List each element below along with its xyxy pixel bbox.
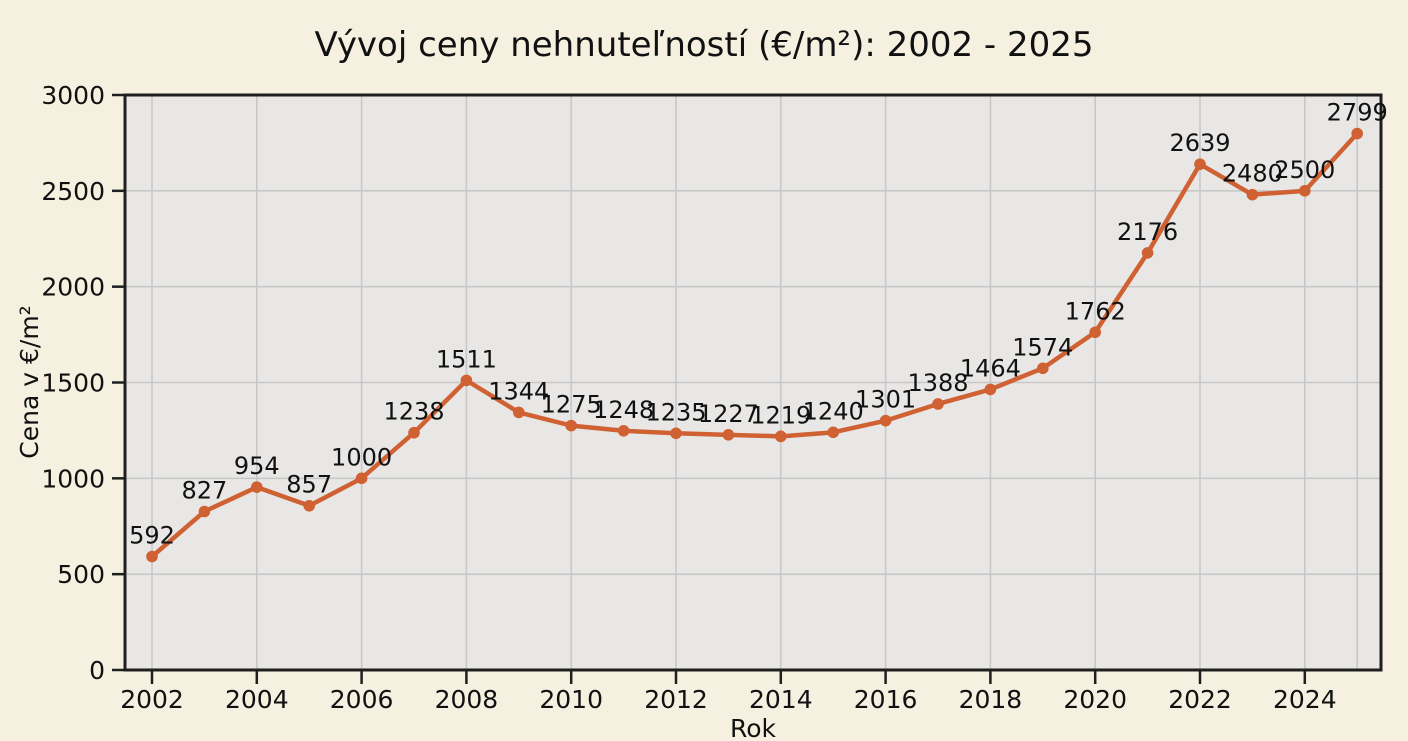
data-point-marker: [1351, 127, 1363, 140]
x-tick-label: 2020: [1063, 685, 1127, 714]
data-point-label: 1344: [488, 377, 549, 405]
data-point-label: 1301: [855, 386, 916, 414]
x-tick-label: 2006: [330, 685, 394, 714]
x-tick-label: 2022: [1168, 685, 1232, 714]
data-point-label: 2500: [1274, 156, 1335, 184]
data-point-label: 1388: [907, 369, 968, 397]
data-point-marker: [1037, 362, 1049, 375]
x-tick-label: 2024: [1273, 685, 1337, 714]
data-point-marker: [1089, 326, 1101, 339]
data-point-marker: [565, 419, 577, 432]
data-point-marker: [1194, 158, 1206, 170]
data-point-marker: [146, 550, 158, 563]
y-tick-label: 0: [89, 656, 105, 685]
y-tick-label: 2500: [41, 177, 105, 206]
data-point-marker: [355, 472, 368, 485]
data-point-label: 857: [286, 471, 332, 499]
data-point-label: 1762: [1065, 297, 1126, 325]
data-point-label: 1275: [541, 391, 602, 419]
x-tick-label: 2010: [539, 685, 603, 714]
data-point-label: 592: [129, 522, 175, 550]
data-point-label: 1464: [960, 354, 1021, 382]
data-point-label: 1238: [383, 398, 444, 426]
x-tick-label: 2012: [644, 685, 708, 714]
y-axis-label: Cena v €/m²: [15, 305, 44, 458]
data-point-marker: [303, 499, 316, 512]
data-point-marker: [827, 426, 839, 439]
data-point-marker: [1299, 185, 1311, 197]
data-point-label: 827: [181, 476, 227, 504]
data-point-marker: [932, 398, 944, 410]
x-axis-label: Rok: [730, 714, 777, 741]
data-point-marker: [198, 505, 211, 518]
y-tick-label: 1500: [41, 369, 105, 398]
data-point-label: 2176: [1117, 218, 1178, 246]
axes-layer: 0 500 1000 1500 2000 2500 3000 2002 2004 2006 2008…: [41, 81, 1383, 714]
data-point-label: 1511: [436, 345, 497, 373]
data-point-marker: [670, 427, 682, 440]
x-tick-label: 2004: [225, 685, 289, 714]
x-tick-label: 2018: [959, 685, 1023, 714]
data-point-label: 1219: [750, 401, 811, 429]
data-point-label: 1000: [331, 443, 392, 471]
data-point-marker: [984, 383, 997, 396]
data-point-label: 954: [234, 452, 280, 480]
y-tick-label: 3000: [41, 81, 105, 110]
y-tick-label: 1000: [41, 464, 105, 493]
x-tick-label: 2016: [854, 685, 918, 714]
x-tick-label: 2014: [749, 685, 813, 714]
data-point-marker: [775, 430, 787, 443]
data-point-marker: [408, 426, 420, 439]
y-tick-label: 500: [57, 560, 105, 589]
data-point-label: 2639: [1169, 129, 1230, 157]
data-point-label: 1248: [593, 396, 654, 424]
data-point-marker: [1141, 247, 1154, 259]
data-point-marker: [879, 414, 892, 427]
series-layer: [146, 127, 1363, 563]
data-point-marker: [513, 406, 525, 419]
data-point-marker: [460, 374, 473, 387]
price-line: [149, 131, 1360, 559]
data-point-marker: [1246, 188, 1259, 201]
x-tick-label: 2008: [435, 685, 499, 714]
data-point-label: 1235: [645, 398, 706, 426]
data-point-marker: [617, 425, 630, 437]
data-point-label: 2799: [1327, 99, 1388, 127]
gridlines-layer: [125, 95, 1381, 670]
data-point-marker: [722, 429, 735, 441]
data-point-marker: [250, 481, 263, 493]
x-tick-label: 2002: [120, 685, 184, 714]
chart-title: Vývoj ceny nehnuteľností (€/m²): 2002 - …: [314, 25, 1093, 65]
data-point-label: 1227: [698, 400, 759, 428]
y-tick-label: 2000: [41, 273, 105, 302]
data-point-label: 1574: [1012, 333, 1073, 361]
data-point-label: 2480: [1222, 160, 1283, 188]
data-point-label: 1240: [803, 397, 864, 425]
